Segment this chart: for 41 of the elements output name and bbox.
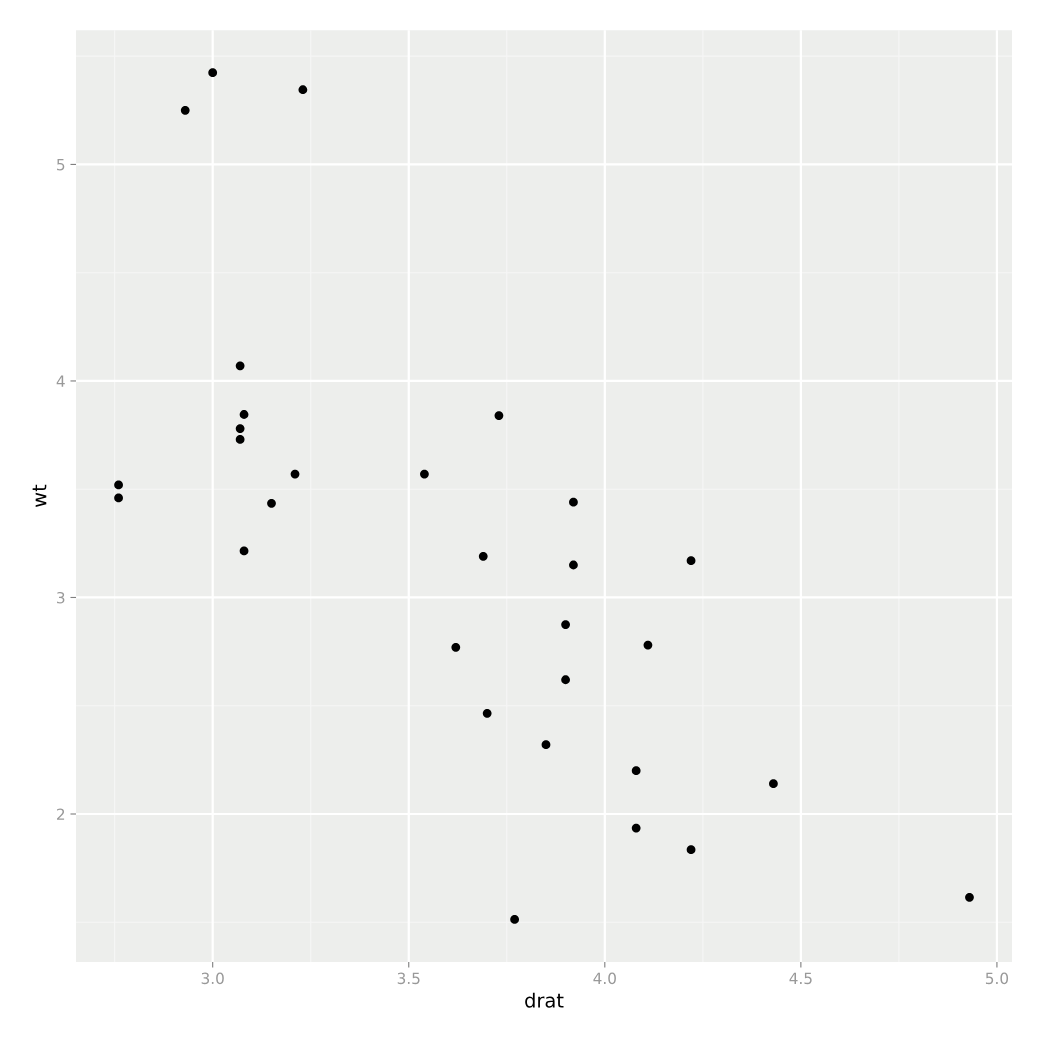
point: [569, 560, 578, 570]
point: [686, 556, 696, 566]
point: [114, 480, 123, 490]
point: [569, 497, 578, 507]
point: [235, 361, 245, 371]
point: [631, 823, 641, 833]
point: [239, 546, 249, 556]
x-tick-label: 4.5: [789, 972, 812, 985]
point: [482, 708, 492, 718]
point: [267, 498, 276, 508]
point: [239, 410, 249, 419]
point: [208, 68, 218, 78]
y-tick-label: 4: [56, 375, 65, 387]
point: [420, 469, 429, 479]
y-axis-title: wt: [32, 484, 47, 507]
y-tick-label: 2: [57, 808, 65, 820]
point: [235, 435, 245, 444]
point: [478, 551, 488, 561]
point: [290, 469, 300, 479]
point: [114, 493, 123, 503]
point: [235, 424, 245, 433]
point: [541, 740, 551, 750]
y-tick-label: 3: [57, 591, 65, 604]
x-tick-label: 3.5: [397, 972, 420, 985]
point: [451, 642, 461, 652]
point: [686, 845, 696, 855]
point: [965, 892, 974, 902]
point: [631, 766, 641, 776]
point: [510, 915, 520, 924]
y-tick-label: 5: [57, 159, 65, 171]
point: [180, 105, 190, 115]
x-tick-label: 3.0: [201, 972, 224, 985]
point: [561, 620, 570, 629]
x-axis-title: drat: [525, 992, 564, 1008]
point: [769, 779, 778, 789]
point: [494, 411, 504, 420]
point: [643, 640, 653, 650]
point: [561, 675, 570, 685]
x-tick-label: 5.0: [985, 972, 1009, 985]
x-tick-label: 4.0: [593, 972, 616, 985]
point: [298, 85, 308, 95]
